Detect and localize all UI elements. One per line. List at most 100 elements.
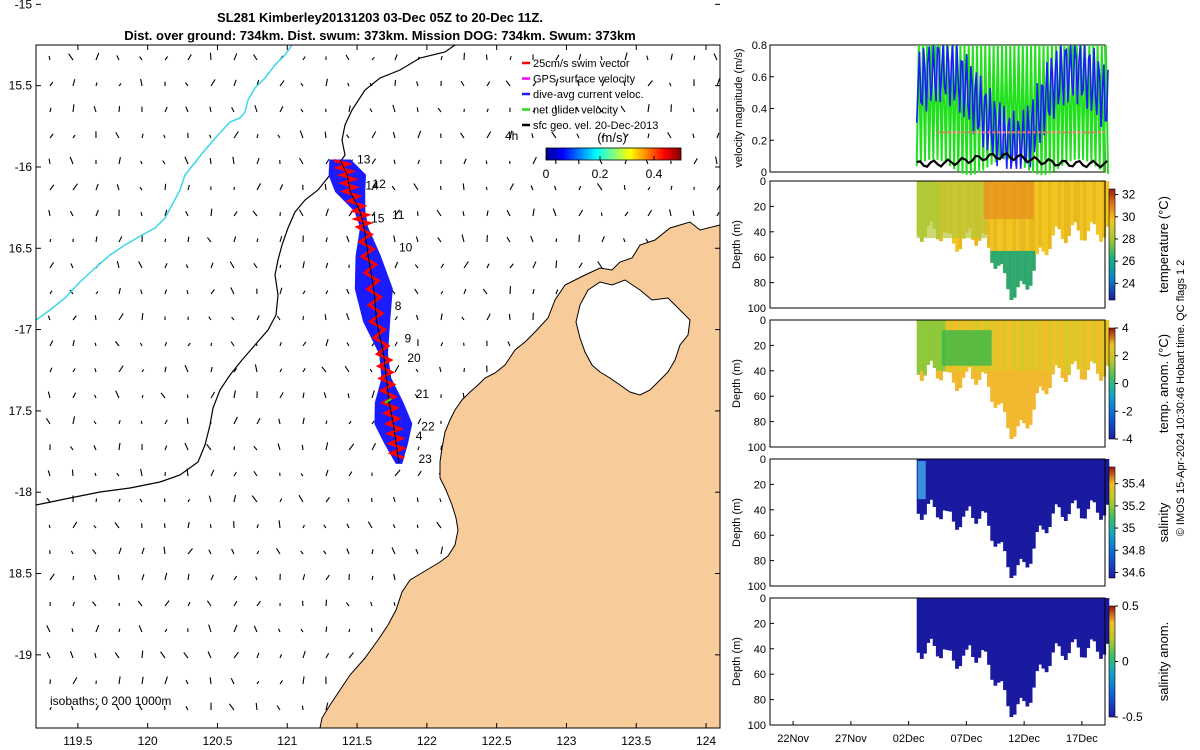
section-column bbox=[1079, 181, 1084, 241]
velocity-arrow bbox=[279, 236, 283, 243]
section-column bbox=[919, 598, 924, 659]
section-column bbox=[1038, 320, 1043, 387]
velocity-arrow bbox=[461, 316, 465, 321]
section-cool-water bbox=[999, 250, 1004, 265]
velocity-arrow bbox=[164, 419, 168, 425]
velocity-arrow bbox=[208, 316, 212, 321]
section-cool-water bbox=[1003, 250, 1007, 274]
velocity-arrow bbox=[164, 56, 169, 61]
map-xtick-label: 124 bbox=[696, 734, 716, 748]
depth-tick-label: 40 bbox=[754, 227, 766, 239]
velocity-arrow bbox=[49, 238, 52, 243]
velocity-arrow bbox=[118, 106, 121, 113]
section-column bbox=[945, 598, 950, 651]
section-column bbox=[974, 459, 979, 524]
depth-tick-label: 0 bbox=[760, 454, 766, 466]
velocity-arrow bbox=[325, 208, 329, 217]
section-column bbox=[1060, 459, 1065, 517]
section-colorbar bbox=[1108, 466, 1116, 579]
section-column bbox=[971, 459, 975, 518]
velocity-arrow bbox=[95, 209, 99, 217]
velocity-arrow bbox=[417, 130, 422, 139]
vel-ytick-label: 0.6 bbox=[752, 72, 767, 84]
panel-frame bbox=[769, 180, 1106, 309]
velocity-arrow bbox=[164, 628, 168, 633]
velocity-arrow bbox=[93, 105, 97, 113]
section-column bbox=[1073, 598, 1078, 640]
section-column bbox=[1041, 320, 1046, 391]
section-column bbox=[1022, 598, 1027, 702]
velocity-arrow bbox=[532, 261, 537, 269]
day-label-15: 15 bbox=[371, 211, 385, 225]
velocity-arrow bbox=[49, 184, 55, 191]
map-ytick-label: -18 bbox=[15, 485, 33, 499]
velocity-arrow bbox=[163, 134, 166, 139]
velocity-arrow bbox=[348, 105, 351, 113]
velocity-arrow bbox=[95, 183, 99, 191]
velocity-arrow bbox=[164, 106, 168, 113]
velocity-arrow bbox=[553, 185, 557, 191]
velocity-arrow bbox=[392, 131, 396, 139]
velocity-arrow bbox=[323, 524, 327, 529]
section-column bbox=[1083, 181, 1087, 241]
section-cool-water bbox=[1022, 250, 1027, 285]
velocity-arrow bbox=[578, 262, 583, 269]
colorbar-tick-label: 30 bbox=[1122, 210, 1136, 224]
velocity-arrow bbox=[279, 106, 284, 113]
section-column bbox=[926, 320, 931, 365]
section-column bbox=[929, 320, 934, 361]
section-column bbox=[923, 320, 927, 376]
section-column bbox=[1073, 320, 1078, 362]
velocity-arrow bbox=[716, 78, 720, 87]
velocity-arrow bbox=[232, 156, 235, 165]
velocity-arrow bbox=[256, 134, 259, 139]
section-warm-anomaly bbox=[1035, 370, 1039, 394]
velocity-arrow bbox=[48, 158, 51, 165]
isobaths-label: isobaths: 0 200 1000m bbox=[50, 694, 171, 708]
velocity-arrow bbox=[463, 261, 469, 269]
velocity-arrow bbox=[391, 547, 396, 555]
velocity-arrow bbox=[115, 131, 120, 139]
velocity-arrow bbox=[187, 521, 190, 529]
colorbar-tick-label: 2 bbox=[1122, 349, 1129, 363]
velocity-arrow bbox=[163, 546, 166, 555]
velocity-arrow bbox=[371, 131, 377, 139]
velocity-arrow bbox=[160, 651, 166, 659]
velocity-arrow bbox=[68, 53, 74, 61]
velocity-arrow bbox=[138, 625, 143, 633]
velocity-arrow bbox=[669, 82, 672, 87]
section-warm-anomaly bbox=[1019, 370, 1023, 420]
velocity-arrow bbox=[552, 208, 557, 217]
colorbar-tick-label: 0.4 bbox=[646, 167, 663, 181]
section-column bbox=[1006, 598, 1011, 707]
velocity-arrow bbox=[300, 628, 304, 633]
velocity-arrow bbox=[325, 469, 329, 477]
velocity-arrow bbox=[555, 54, 560, 61]
section-column bbox=[1063, 459, 1068, 521]
velocity-arrow bbox=[114, 652, 120, 659]
section-column bbox=[1031, 320, 1036, 410]
section-warm-anomaly bbox=[1063, 370, 1068, 382]
velocity-arrow bbox=[715, 156, 718, 165]
velocity-arrow bbox=[49, 133, 54, 139]
velocity-arrow bbox=[394, 316, 398, 321]
velocity-arrow bbox=[279, 654, 283, 659]
velocity-arrow bbox=[532, 208, 535, 217]
time-tick-label: 27Nov bbox=[835, 733, 867, 745]
velocity-arrow bbox=[485, 186, 488, 191]
vel-ytick-label: 0.2 bbox=[752, 135, 767, 147]
velocity-arrow bbox=[118, 547, 122, 555]
velocity-arrow bbox=[555, 260, 558, 269]
section-column bbox=[916, 320, 921, 375]
velocity-arrow bbox=[298, 494, 304, 503]
colorbar-label: salinity bbox=[1156, 502, 1171, 542]
velocity-arrow bbox=[670, 185, 673, 191]
depth-tick-label: 40 bbox=[754, 644, 766, 656]
section-column bbox=[1086, 459, 1091, 510]
section-column bbox=[919, 320, 924, 381]
section-cool-water bbox=[1006, 250, 1011, 290]
velocity-arrow bbox=[440, 313, 443, 321]
velocity-arrow bbox=[440, 263, 445, 269]
velocity-arrow bbox=[164, 366, 167, 373]
colorbar-tick-label: 34.8 bbox=[1122, 543, 1146, 557]
